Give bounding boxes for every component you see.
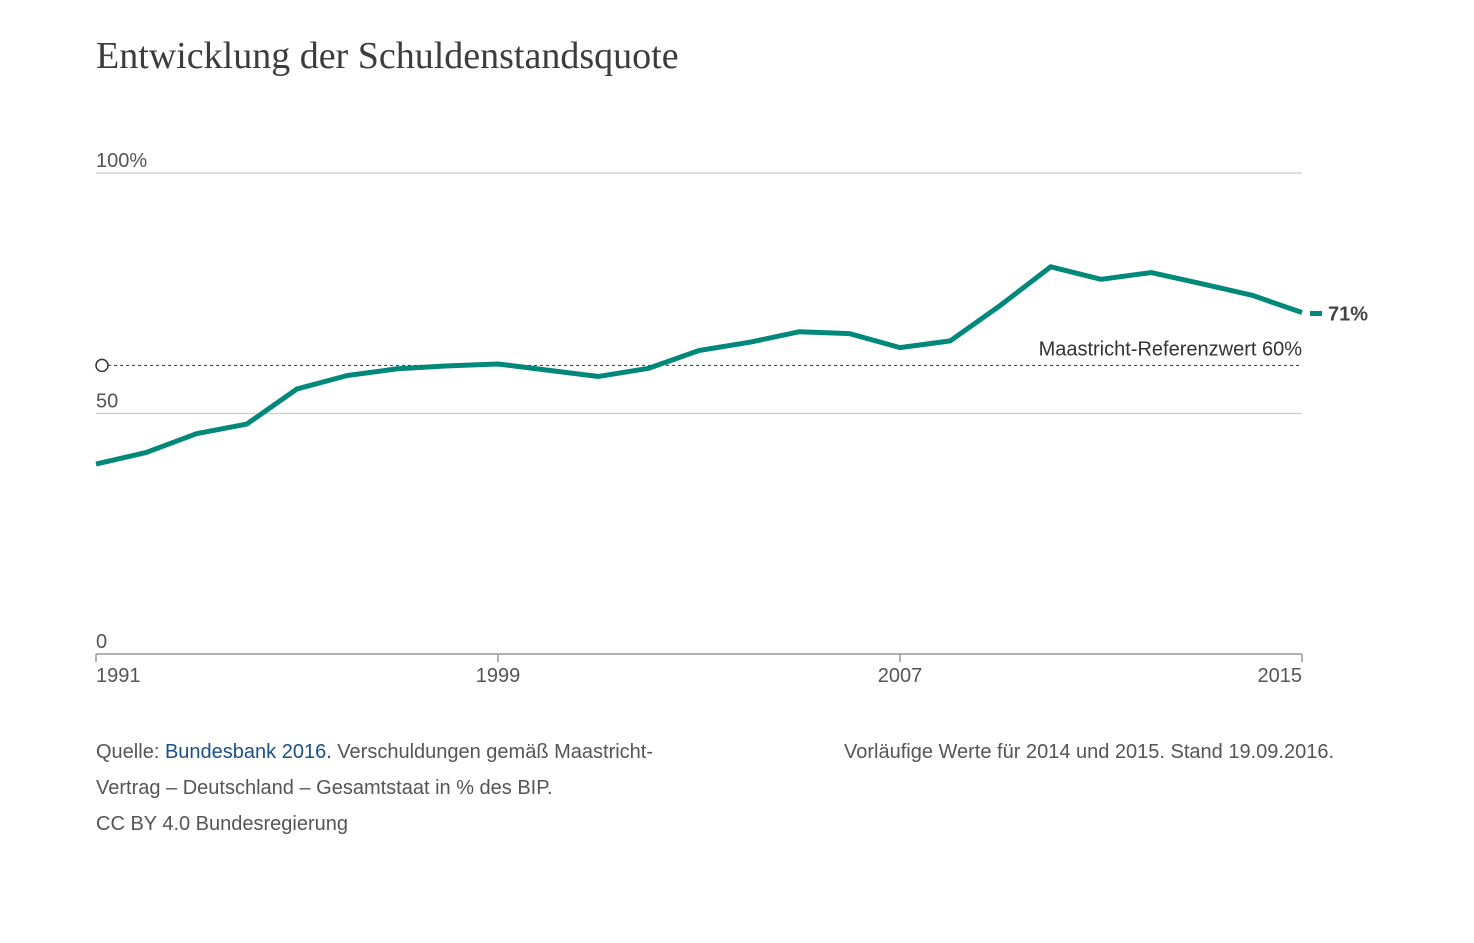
source-link[interactable]: Bundesbank 2016. bbox=[164, 741, 332, 763]
line-chart: 100% 50 0 1991 1999 2007 2015 Maastricht-Refe… bbox=[95, 150, 1368, 687]
source-prefix: Quelle: bbox=[96, 741, 165, 763]
y-tick-label-0: 0 bbox=[96, 631, 107, 653]
source-line-1: Quelle: Bundesbank 2016. Verschuldungen … bbox=[96, 734, 736, 770]
end-value-label: 71% bbox=[1328, 303, 1368, 325]
source-text-1: Verschuldungen gemäß Maastricht- bbox=[331, 741, 654, 763]
source-note: Quelle: Bundesbank 2016. Verschuldungen … bbox=[96, 734, 736, 842]
x-tick-label-2015: 2015 bbox=[1258, 665, 1303, 687]
grid-lines bbox=[96, 172, 1302, 655]
y-tick-label-100: 100% bbox=[96, 150, 147, 172]
x-tick-label-1999: 1999 bbox=[476, 665, 521, 687]
license-text: CC BY 4.0 Bundesregierung bbox=[96, 813, 349, 835]
series-group: 71% bbox=[95, 264, 1368, 467]
x-tick-label-2007: 2007 bbox=[878, 665, 923, 687]
reference-label: Maastricht-Referenzwert 60% bbox=[1039, 338, 1303, 360]
chart-title: Entwicklung der Schuldenstandsquote bbox=[96, 35, 679, 77]
source-line-2: Vertrag – Deutschland – Gesamtstaat in %… bbox=[96, 777, 553, 799]
preliminary-note: Vorläufige Werte für 2014 und 2015. Stan… bbox=[844, 741, 1334, 763]
reference-marker bbox=[95, 358, 109, 373]
x-axis-ticks: 1991 1999 2007 2015 bbox=[95, 654, 1303, 687]
y-tick-label-50: 50 bbox=[96, 391, 118, 413]
series-line bbox=[95, 264, 1303, 467]
reference-line-group: Maastricht-Referenzwert 60% bbox=[95, 338, 1303, 373]
y-axis-ticks: 100% 50 0 bbox=[96, 150, 147, 653]
x-tick-label-1991: 1991 bbox=[96, 665, 141, 687]
